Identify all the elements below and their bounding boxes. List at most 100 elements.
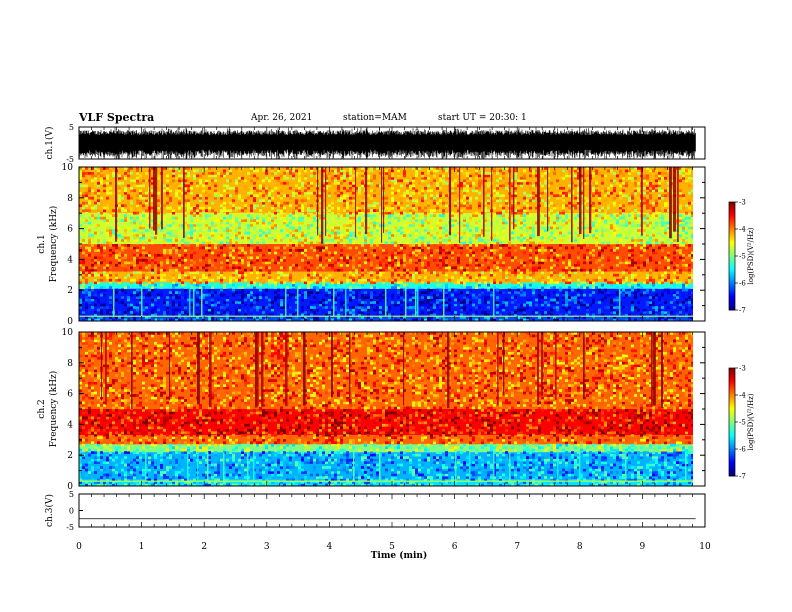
ch1-spectrogram-cell bbox=[457, 313, 460, 317]
ch1-spectrogram-cell bbox=[220, 211, 223, 215]
ch1-spectrogram-cell bbox=[325, 293, 328, 297]
ch1-spectrogram-cell bbox=[421, 249, 424, 252]
ch1-spectrogram-cell bbox=[694, 296, 697, 299]
ch1-spectrogram-cell bbox=[124, 261, 127, 265]
ch1-spectrogram-cell bbox=[307, 268, 310, 272]
ch1-spectrogram-cell bbox=[289, 249, 292, 252]
ch1-spectrogram-cell bbox=[523, 234, 526, 237]
ch1-spectrogram-cell bbox=[289, 251, 292, 255]
ch1-spectrogram-cell bbox=[400, 194, 403, 198]
ch1-spectrogram-cell bbox=[595, 211, 598, 215]
ch1-spectrogram-cell bbox=[538, 298, 541, 302]
ch1-spectrogram-cell bbox=[481, 219, 484, 222]
ch1-spectrogram-cell bbox=[289, 226, 292, 230]
ch1-spectrogram-cell bbox=[295, 209, 298, 212]
ch1-spectrogram-cell bbox=[538, 263, 541, 267]
ch1-spectrogram-cell bbox=[343, 201, 346, 205]
ch1-spectrogram-cell bbox=[421, 256, 424, 260]
ch1-spectrogram-cell bbox=[238, 258, 241, 262]
ch1-spectrogram-cell bbox=[94, 311, 97, 314]
ch1-spectrogram-cell bbox=[340, 298, 343, 302]
ch1-spectrogram-cell bbox=[694, 261, 697, 264]
ch1-spectrogram-cell bbox=[436, 206, 439, 210]
ch1-spectrogram-cell bbox=[505, 221, 508, 225]
ch1-spectrogram-cell bbox=[238, 216, 241, 220]
ch1-spectrogram-cell bbox=[436, 241, 439, 245]
ch1-spectrogram-cell bbox=[346, 214, 349, 217]
ch1-spectrogram-cell bbox=[178, 303, 181, 307]
ch1-spectrogram-cell bbox=[430, 253, 433, 257]
ch1-spectrogram-cell bbox=[196, 293, 199, 297]
ch1-spectrogram-cell bbox=[502, 303, 505, 307]
ch1-spectrogram-cell bbox=[208, 298, 211, 302]
ch1-spectrogram-cell bbox=[106, 219, 109, 222]
ch1-spectrogram-cell bbox=[358, 241, 361, 245]
ch1-spectrogram-cell bbox=[193, 271, 196, 275]
ch1-spectrogram-cell bbox=[352, 276, 355, 280]
ch1-spectrogram-cell bbox=[235, 311, 238, 314]
ch1-spectrogram-cell bbox=[184, 211, 187, 215]
ch1-spectrogram-cell bbox=[112, 236, 115, 240]
ch1-spectrogram-cell bbox=[292, 211, 295, 215]
ch1-spectrogram-cell bbox=[613, 229, 616, 232]
ch1-spectrogram-cell bbox=[640, 273, 643, 277]
ch1-spectrogram-cell bbox=[169, 318, 172, 321]
ch1-spectrogram-cell bbox=[577, 234, 580, 237]
ch1-spectrogram-cell bbox=[250, 231, 253, 235]
ch1-spectrogram-cell bbox=[622, 194, 625, 198]
ch1-spectrogram-cell bbox=[373, 214, 376, 217]
ch1-spectrogram-cell bbox=[655, 308, 658, 312]
ch1-spectrogram-cell bbox=[592, 226, 595, 230]
ch1-spectrogram-cell bbox=[496, 296, 499, 299]
ch1-spectrogram-cell bbox=[523, 271, 526, 275]
ch1-spectrogram-cell bbox=[334, 306, 337, 309]
ch1-spectrogram-cell bbox=[409, 196, 412, 200]
ch1-spectrogram-cell bbox=[523, 201, 526, 205]
ch1-spectrogram-cell bbox=[307, 239, 310, 242]
ch1-spectrogram-cell bbox=[313, 219, 316, 222]
ch1-spectrogram-cell bbox=[520, 246, 523, 250]
ch1-spectrogram-cell bbox=[85, 316, 88, 319]
ch1-spectrogram-cell bbox=[97, 273, 100, 277]
ch1-spectrogram-cell bbox=[181, 318, 184, 321]
ch1-spectrogram-cell bbox=[202, 276, 205, 280]
ch1-spectrogram-cell bbox=[529, 229, 532, 232]
ch1-spectrogram-cell bbox=[136, 278, 139, 282]
ch1-spectrogram-cell bbox=[436, 249, 439, 252]
ch1-spectrogram-cell bbox=[337, 258, 340, 262]
ch1-spectrogram-cell bbox=[460, 239, 463, 242]
ch1-spectrogram-cell bbox=[142, 316, 145, 319]
ch1-spectrogram-cell bbox=[205, 283, 208, 287]
ch1-spectrogram-cell bbox=[250, 204, 253, 208]
ch1-spectrogram-cell bbox=[529, 273, 532, 277]
ch1-spectrogram-cell bbox=[655, 293, 658, 297]
ch1-spectrogram-cell bbox=[406, 278, 409, 282]
ch1-spectrogram-cell bbox=[121, 239, 124, 242]
ch1-spectrogram-cell bbox=[124, 191, 127, 195]
ch1-spectrogram-cell bbox=[646, 241, 649, 245]
ch1-spectrogram-cell bbox=[346, 263, 349, 267]
ch1-spectrogram-cell bbox=[157, 308, 160, 312]
ch1-spectrogram-cell bbox=[562, 251, 565, 255]
ch1-spectrogram-cell bbox=[91, 308, 94, 312]
ch1-spectrogram-cell bbox=[427, 201, 430, 205]
ch1-spectrogram-cell bbox=[487, 311, 490, 314]
ch1-spectrogram-cell bbox=[475, 311, 478, 314]
ch1-spectrogram-cell bbox=[529, 231, 532, 235]
ch1-spectrogram-cell bbox=[283, 273, 286, 277]
ch1-spectrogram-cell bbox=[106, 306, 109, 309]
ch1-spectrogram-cell bbox=[436, 278, 439, 282]
ch1-spectrogram-cell bbox=[157, 206, 160, 210]
ch1-spectrogram-cell bbox=[178, 241, 181, 245]
ch1-spectrogram-cell bbox=[160, 276, 163, 280]
ch1-spectrogram-cell bbox=[415, 283, 418, 287]
ch1-spectrogram-cell bbox=[652, 239, 655, 242]
ch1-spectrogram-cell bbox=[574, 271, 577, 275]
ch1-spectrogram-cell bbox=[457, 221, 460, 225]
ch1-spectrogram-cell bbox=[442, 226, 445, 230]
ch1-spectrogram-cell bbox=[565, 266, 568, 270]
ch1-spectrogram-cell bbox=[190, 206, 193, 210]
ch1-spectrogram-cell bbox=[88, 216, 91, 220]
ch1-spectrogram-cell bbox=[199, 288, 202, 292]
ch1-spectrogram-cell bbox=[598, 221, 601, 225]
